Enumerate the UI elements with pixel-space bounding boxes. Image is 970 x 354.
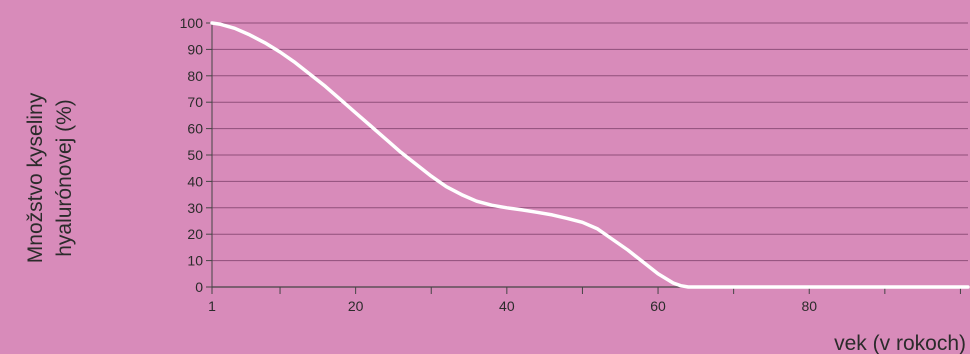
y-tick-label: 100 (180, 15, 204, 31)
x-tick-label: 40 (499, 298, 515, 314)
y-tick-label: 20 (187, 226, 203, 242)
y-tick-label: 90 (187, 41, 203, 57)
y-tick-labels: 0 10 20 30 40 50 60 70 80 90 100 (180, 15, 204, 295)
series-line (210, 21, 970, 289)
x-tick-labels: 1 20 40 60 80 (208, 298, 817, 314)
grid-lines (212, 22, 968, 262)
y-tick-label: 70 (187, 94, 203, 110)
x-tick-label: 20 (348, 298, 364, 314)
x-tick-label: 60 (650, 298, 666, 314)
x-tick-label: 1 (208, 298, 216, 314)
x-axis-label: vek (v rokoch) (834, 332, 966, 354)
y-tick-label: 0 (195, 279, 203, 295)
y-tick-label: 40 (187, 173, 203, 189)
series-group (210, 21, 970, 289)
y-tick-label: 30 (187, 200, 203, 216)
y-axis-label-line-1: Množstvo kyseliny (24, 92, 47, 263)
y-tick-label: 60 (187, 121, 203, 137)
x-tick-label: 80 (801, 298, 817, 314)
axes (206, 22, 968, 294)
y-tick-label: 50 (187, 147, 203, 163)
y-axis-label-line-2: hyalurónovej (%) (53, 99, 76, 257)
y-tick-label: 10 (187, 253, 203, 269)
y-tick-label: 80 (187, 68, 203, 84)
